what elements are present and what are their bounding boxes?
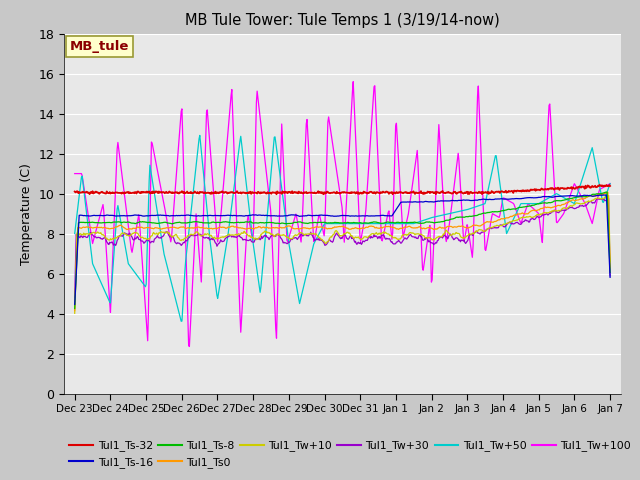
Legend: Tul1_Ts-32, Tul1_Ts-16, Tul1_Ts-8, Tul1_Ts0, Tul1_Tw+10, Tul1_Tw+30, Tul1_Tw+50,: Tul1_Ts-32, Tul1_Ts-16, Tul1_Ts-8, Tul1_… xyxy=(69,441,631,468)
Title: MB Tule Tower: Tule Temps 1 (3/19/14-now): MB Tule Tower: Tule Temps 1 (3/19/14-now… xyxy=(185,13,500,28)
Text: MB_tule: MB_tule xyxy=(70,40,129,53)
Y-axis label: Temperature (C): Temperature (C) xyxy=(20,163,33,264)
